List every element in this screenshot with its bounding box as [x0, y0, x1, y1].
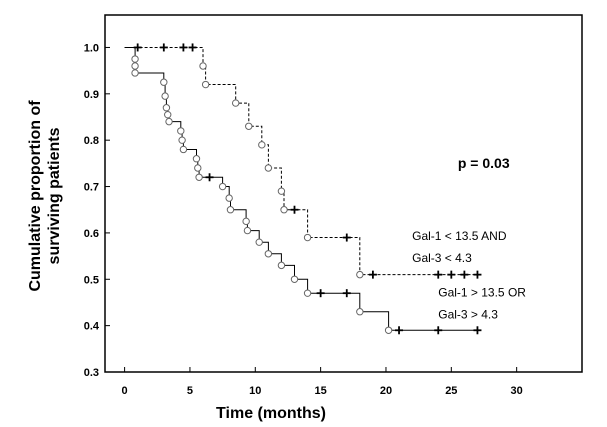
high-group-label-line-1: Gal-1 > 13.5 OR — [438, 285, 526, 299]
event-point — [303, 233, 312, 242]
series-layer — [124, 43, 482, 335]
event-point — [242, 217, 250, 226]
event-point — [226, 206, 235, 214]
event-point — [131, 69, 139, 77]
event-point — [162, 104, 171, 112]
event-point — [199, 62, 207, 70]
event-point — [178, 136, 186, 144]
series-dashed — [124, 43, 482, 279]
y-tick-label: 0.9 — [84, 89, 99, 101]
event-point — [356, 270, 364, 279]
x-tick-label: 25 — [445, 385, 457, 397]
survival-curve-solid — [124, 47, 478, 331]
plot-frame — [104, 14, 583, 373]
y-tick-label: 0.7 — [84, 182, 99, 194]
y-axis-title-line-1: Cumulative proportion of — [27, 100, 44, 292]
event-point — [165, 117, 173, 126]
event-point — [161, 92, 169, 100]
x-tick-label: 20 — [380, 385, 392, 397]
x-tick-label: 15 — [315, 385, 327, 397]
event-point — [160, 78, 168, 86]
y-tick-label: 0.4 — [84, 321, 100, 333]
y-axis-title-line-2: surviving patients — [46, 127, 63, 264]
event-point — [356, 308, 364, 316]
event-point — [177, 127, 185, 135]
axis-ticks: 0 5 10 15 20 25 30 0.3 0.4 0.5 0.6 0.7 0.8 0.9 1.0 — [84, 42, 523, 397]
x-tick-label: 10 — [249, 385, 261, 397]
low-group-label-line-2: Gal-3 < 4.3 — [412, 251, 472, 265]
event-point — [231, 99, 240, 107]
event-point — [277, 261, 286, 270]
event-point — [179, 145, 188, 154]
event-point — [384, 326, 393, 334]
event-point — [218, 182, 227, 191]
high-group-label-line-2: Gal-3 > 4.3 — [438, 308, 498, 322]
event-point — [131, 55, 139, 63]
event-point — [277, 187, 286, 195]
event-point — [258, 141, 266, 149]
event-point — [195, 173, 203, 181]
event-point — [264, 164, 273, 172]
event-point — [245, 122, 253, 130]
event-point — [303, 289, 312, 297]
y-tick-label: 0.6 — [84, 228, 99, 240]
x-tick-label: 0 — [122, 385, 128, 397]
event-point — [255, 238, 263, 246]
y-tick-label: 0.5 — [84, 274, 99, 286]
event-point — [243, 226, 252, 235]
event-point — [131, 62, 139, 70]
y-tick-label: 0.3 — [84, 367, 99, 379]
event-point — [290, 275, 299, 283]
event-point — [164, 110, 172, 119]
x-tick-label: 5 — [187, 385, 193, 397]
x-tick-label: 30 — [511, 385, 523, 397]
series-solid — [124, 47, 482, 335]
x-axis-title: Time (months) — [216, 405, 326, 422]
p-value-annotation: p = 0.03 — [458, 155, 510, 171]
event-point — [280, 206, 288, 214]
event-point — [225, 194, 233, 202]
y-tick-label: 1.0 — [84, 42, 99, 54]
y-tick-label: 0.8 — [84, 135, 99, 147]
event-point — [264, 250, 273, 258]
event-point — [192, 155, 201, 163]
event-point — [201, 80, 210, 89]
low-group-label-line-1: Gal-1 < 13.5 AND — [412, 229, 507, 243]
event-point — [194, 164, 202, 172]
